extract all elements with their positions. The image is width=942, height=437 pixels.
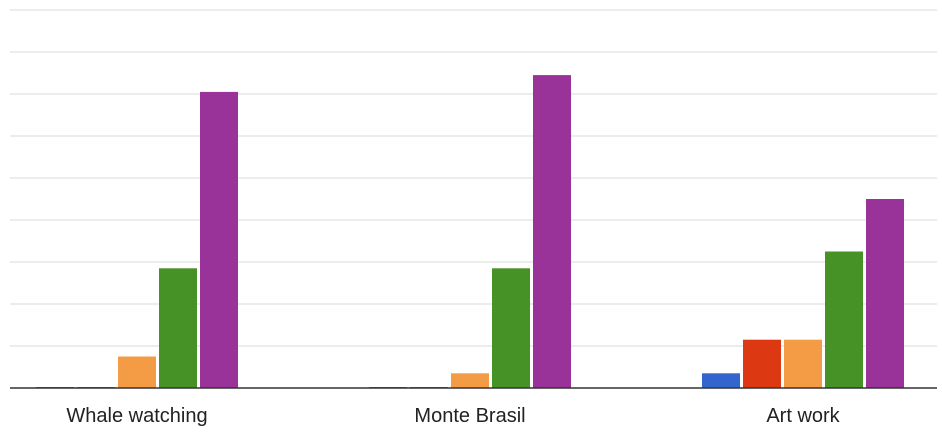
bar[interactable] bbox=[451, 373, 489, 388]
gridlines bbox=[10, 9, 937, 347]
bar[interactable] bbox=[200, 91, 238, 389]
x-tick-label: Monte Brasil bbox=[414, 405, 525, 427]
bar[interactable] bbox=[533, 75, 571, 388]
x-tick-label: Whale watching bbox=[66, 405, 207, 427]
bar[interactable] bbox=[743, 339, 781, 388]
bar[interactable] bbox=[866, 199, 904, 388]
bar[interactable] bbox=[702, 373, 740, 388]
bar[interactable] bbox=[784, 339, 822, 388]
category-labels: Whale watching Monte Brasil Art work bbox=[66, 405, 840, 427]
bar[interactable] bbox=[492, 268, 530, 388]
bar[interactable] bbox=[159, 268, 197, 388]
bar[interactable] bbox=[118, 356, 156, 389]
x-tick-label: Art work bbox=[766, 405, 840, 427]
bar[interactable] bbox=[825, 251, 863, 389]
bars bbox=[36, 75, 904, 389]
